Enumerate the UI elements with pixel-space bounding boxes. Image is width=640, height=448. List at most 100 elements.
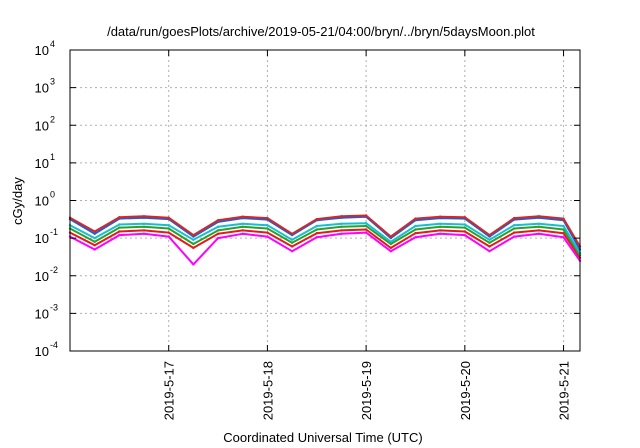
y-tick-label: 10 [35,269,49,284]
series-point [167,227,170,230]
x-axis-ticks: 2019-5-17 2019-5-18 2019-5-19 2019-5-20 2019… [162,50,572,420]
series-point [513,231,516,234]
series-point [414,232,417,235]
y-tick-label: 10 [35,344,49,359]
series-line [69,222,581,254]
series-point [241,222,244,225]
series-point [315,232,318,235]
series-point [315,224,318,228]
series-point [266,227,269,230]
series-point [118,226,121,229]
series-point [562,236,565,239]
series-point [463,223,466,226]
series-point [562,232,565,235]
series-point [364,222,368,225]
y-tick-label: 10 [35,81,49,96]
series-point [192,238,195,241]
series-point [315,228,318,231]
series-point [93,248,96,251]
x-tick-label: 2019-5-19 [359,361,374,420]
series-point [463,226,466,229]
series-point [439,225,442,228]
series-point [513,224,516,227]
series-line [69,225,581,256]
series-line [69,215,581,250]
chart-title: /data/run/goesPlots/archive/2019-05-21/0… [107,24,535,39]
series-point [537,215,541,218]
series-point [241,225,244,228]
series-point [414,224,417,228]
series-point [463,216,466,219]
series-point [118,216,121,219]
y-tick-exponent: -3 [50,302,58,312]
series-point [340,229,343,232]
series-point [118,223,121,226]
series-point [216,225,220,228]
series-point [216,219,220,222]
series-point [93,240,96,243]
series-point [167,235,170,238]
series-point [439,232,442,235]
series-point [192,246,195,250]
series-point [513,216,516,220]
series-point [364,224,368,228]
y-tick-exponent: 4 [50,39,55,49]
series-point [340,222,343,225]
series-point [142,229,146,232]
series-point [340,232,343,235]
series-point [389,250,392,253]
series-point [488,241,491,244]
series-point [439,229,442,232]
series-point [562,217,565,220]
series-line [69,214,581,248]
series-point [266,216,269,220]
series-point [290,232,294,235]
series-point [142,222,146,225]
series-point [93,232,96,235]
series-point [192,242,195,246]
x-tick-label: 2019-5-20 [458,361,473,420]
series-point [192,263,195,266]
series-point [93,236,96,240]
series-point [488,238,491,241]
y-tick-exponent: 3 [50,77,55,87]
series-point [340,215,343,218]
series-point [537,225,541,228]
y-tick-exponent: 2 [50,114,55,124]
x-tick-label: 2019-5-17 [162,361,177,420]
series-point [537,222,541,225]
series-point [142,232,146,235]
y-tick-exponent: 1 [50,152,55,162]
series-point [488,250,491,253]
series-point [216,232,220,235]
series-point [290,245,294,248]
series-point [290,241,294,244]
series-point [364,228,368,231]
x-tick-label: 2019-5-18 [260,361,275,420]
series-point [439,222,442,225]
series-point [414,228,417,231]
series-point [414,236,417,239]
series-point [167,231,170,234]
series-point [266,231,269,234]
series-point [192,233,195,237]
series-point [118,230,121,233]
y-tick-exponent: 0 [50,190,55,200]
series-point [93,244,96,247]
series-point [389,246,392,250]
data-series [68,214,582,266]
series-point [142,215,146,218]
series-point [389,242,392,246]
x-tick-label: 2019-5-21 [557,361,572,420]
series-point [241,215,244,218]
series-point [290,250,294,253]
y-tick-label: 10 [35,118,49,133]
series-point [142,225,146,228]
series-point [463,233,466,237]
y-axis-label: cGy/day [10,177,25,225]
series-point [167,224,170,227]
series-point [340,225,343,228]
series-point [364,231,368,234]
